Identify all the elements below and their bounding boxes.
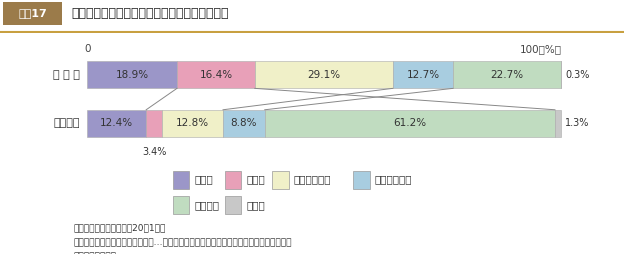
Bar (272, 171, 289, 188)
Bar (392, 61, 453, 88)
Bar (353, 171, 369, 188)
Text: 16.4%: 16.4% (199, 70, 233, 80)
Bar (87, 61, 177, 88)
Bar (162, 110, 223, 137)
Bar (453, 61, 560, 88)
Bar (146, 110, 162, 137)
Text: 筎定中: 筎定中 (246, 175, 265, 185)
Text: 0.3%: 0.3% (565, 70, 590, 80)
Bar (560, 61, 562, 88)
Text: （注）「大企業」・「中堅企業」…資本金及び常用雇用者数（業種別）に基づいて抜出。: （注）「大企業」・「中堅企業」…資本金及び常用雇用者数（業種別）に基づいて抜出。 (74, 238, 292, 247)
Bar (173, 196, 189, 214)
Bar (177, 61, 255, 88)
Text: 100（%）: 100（%） (520, 44, 562, 54)
Bar (255, 61, 392, 88)
Text: 12.7%: 12.7% (406, 70, 439, 80)
Text: 8.8%: 8.8% (231, 118, 257, 129)
FancyBboxPatch shape (3, 2, 62, 25)
Text: 0: 0 (84, 44, 90, 54)
Bar (225, 171, 241, 188)
Bar (265, 110, 555, 137)
Text: 中堅企業: 中堅企業 (54, 118, 80, 129)
Bar (223, 110, 265, 137)
Text: 図表17: 図表17 (18, 8, 47, 18)
Text: 3.4%: 3.4% (142, 147, 167, 157)
Text: 筎定予定なし: 筎定予定なし (374, 175, 412, 185)
Text: 61.2%: 61.2% (393, 118, 426, 129)
Text: 12.4%: 12.4% (100, 118, 134, 129)
Text: 29.1%: 29.1% (307, 70, 340, 80)
Bar (555, 110, 561, 137)
Bar (87, 110, 146, 137)
Bar (173, 171, 189, 188)
Text: 事業継続計画の策定状況（大企業・中堅企業）: 事業継続計画の策定状況（大企業・中堅企業） (72, 7, 229, 20)
Text: 以下同じ。: 以下同じ。 (74, 252, 117, 254)
Text: 資料：内閣府調べ（平成20年1月）: 資料：内閣府調べ（平成20年1月） (74, 224, 166, 233)
Text: 1.3%: 1.3% (565, 118, 590, 129)
Bar (225, 196, 241, 214)
Text: 無回答: 無回答 (246, 200, 265, 210)
Text: 知らない: 知らない (194, 200, 219, 210)
Text: 18.9%: 18.9% (115, 70, 149, 80)
Text: 筎定予定あり: 筎定予定あり (294, 175, 331, 185)
Text: 12.8%: 12.8% (176, 118, 209, 129)
Text: 筎定済: 筎定済 (194, 175, 213, 185)
Text: 22.7%: 22.7% (490, 70, 524, 80)
Text: 大 企 業: 大 企 業 (54, 70, 80, 80)
